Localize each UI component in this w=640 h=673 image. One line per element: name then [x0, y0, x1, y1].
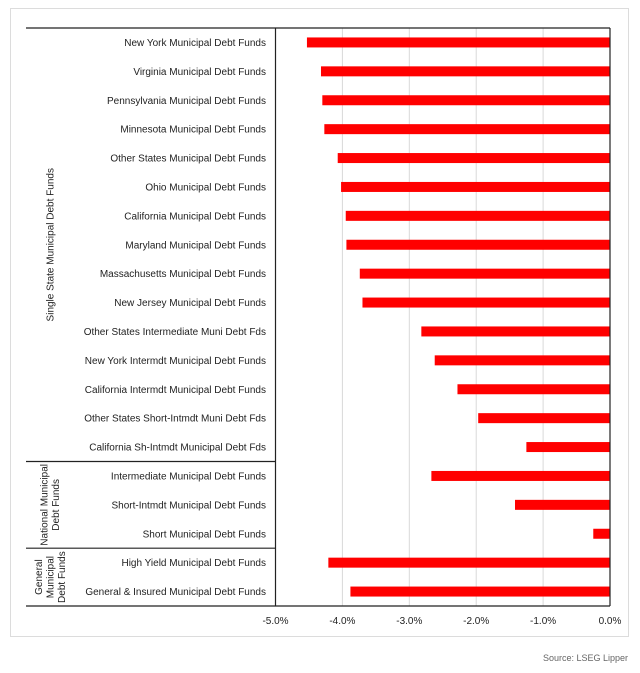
category-label: New York Municipal Debt Funds [124, 38, 266, 49]
bar [515, 499, 610, 510]
category-label: Massachusetts Municipal Debt Funds [100, 269, 266, 280]
category-label: Short-Intmdt Municipal Debt Funds [111, 500, 266, 511]
bar [478, 413, 610, 424]
group-label: Debt Funds [51, 479, 62, 531]
group-label: Single State Municipal Debt Funds [46, 168, 57, 321]
chart-frame [10, 8, 629, 637]
bar [359, 268, 610, 279]
category-label: Virginia Municipal Debt Funds [133, 67, 266, 78]
bar [421, 326, 610, 337]
category-label: Ohio Municipal Debt Funds [145, 182, 266, 193]
bar [324, 124, 610, 135]
bar [337, 153, 610, 164]
category-label: Intermediate Municipal Debt Funds [111, 471, 266, 482]
category-label: California Municipal Debt Funds [124, 211, 266, 222]
category-label: Short Municipal Debt Funds [143, 529, 266, 540]
x-tick-label: -4.0% [329, 616, 355, 627]
bar [434, 355, 610, 366]
source-note: Source: LSEG Lipper [542, 653, 628, 663]
x-tick-label: -1.0% [530, 616, 556, 627]
bar [345, 210, 610, 221]
group-label: General [34, 559, 45, 595]
bar [457, 384, 610, 395]
category-label: High Yield Municipal Debt Funds [121, 558, 266, 569]
bar [320, 66, 610, 77]
group-label: Municipal [46, 556, 57, 598]
category-label: Pennsylvania Municipal Debt Funds [107, 96, 266, 107]
category-label: Other States Intermediate Muni Debt Fds [84, 327, 266, 338]
group-label: National Municipal [40, 464, 51, 546]
bar [593, 528, 610, 539]
category-label: Maryland Municipal Debt Funds [125, 240, 266, 251]
bar [346, 239, 610, 250]
group-label: Debt Funds [57, 551, 68, 603]
category-label: Minnesota Municipal Debt Funds [120, 125, 266, 136]
x-tick-label: -3.0% [396, 616, 422, 627]
category-label: General & Insured Municipal Debt Funds [85, 587, 266, 598]
category-label: California Sh-Intmdt Municipal Debt Fds [89, 443, 266, 454]
bar [526, 442, 610, 453]
x-tick-label: -5.0% [262, 616, 288, 627]
category-label: New Jersey Municipal Debt Funds [114, 298, 266, 309]
bar [350, 586, 610, 597]
x-tick-label: -2.0% [463, 616, 489, 627]
category-label: Other States Municipal Debt Funds [110, 154, 266, 165]
bar [322, 95, 610, 106]
category-label: Other States Short-Intmdt Muni Debt Fds [84, 414, 266, 425]
x-tick-label: 0.0% [599, 616, 622, 627]
bar [328, 557, 610, 568]
bar [341, 181, 610, 192]
bar [431, 470, 610, 481]
category-label: New York Intermdt Municipal Debt Funds [85, 356, 266, 367]
bar [362, 297, 610, 308]
category-label: California Intermdt Municipal Debt Funds [85, 385, 266, 396]
bar [306, 37, 610, 48]
